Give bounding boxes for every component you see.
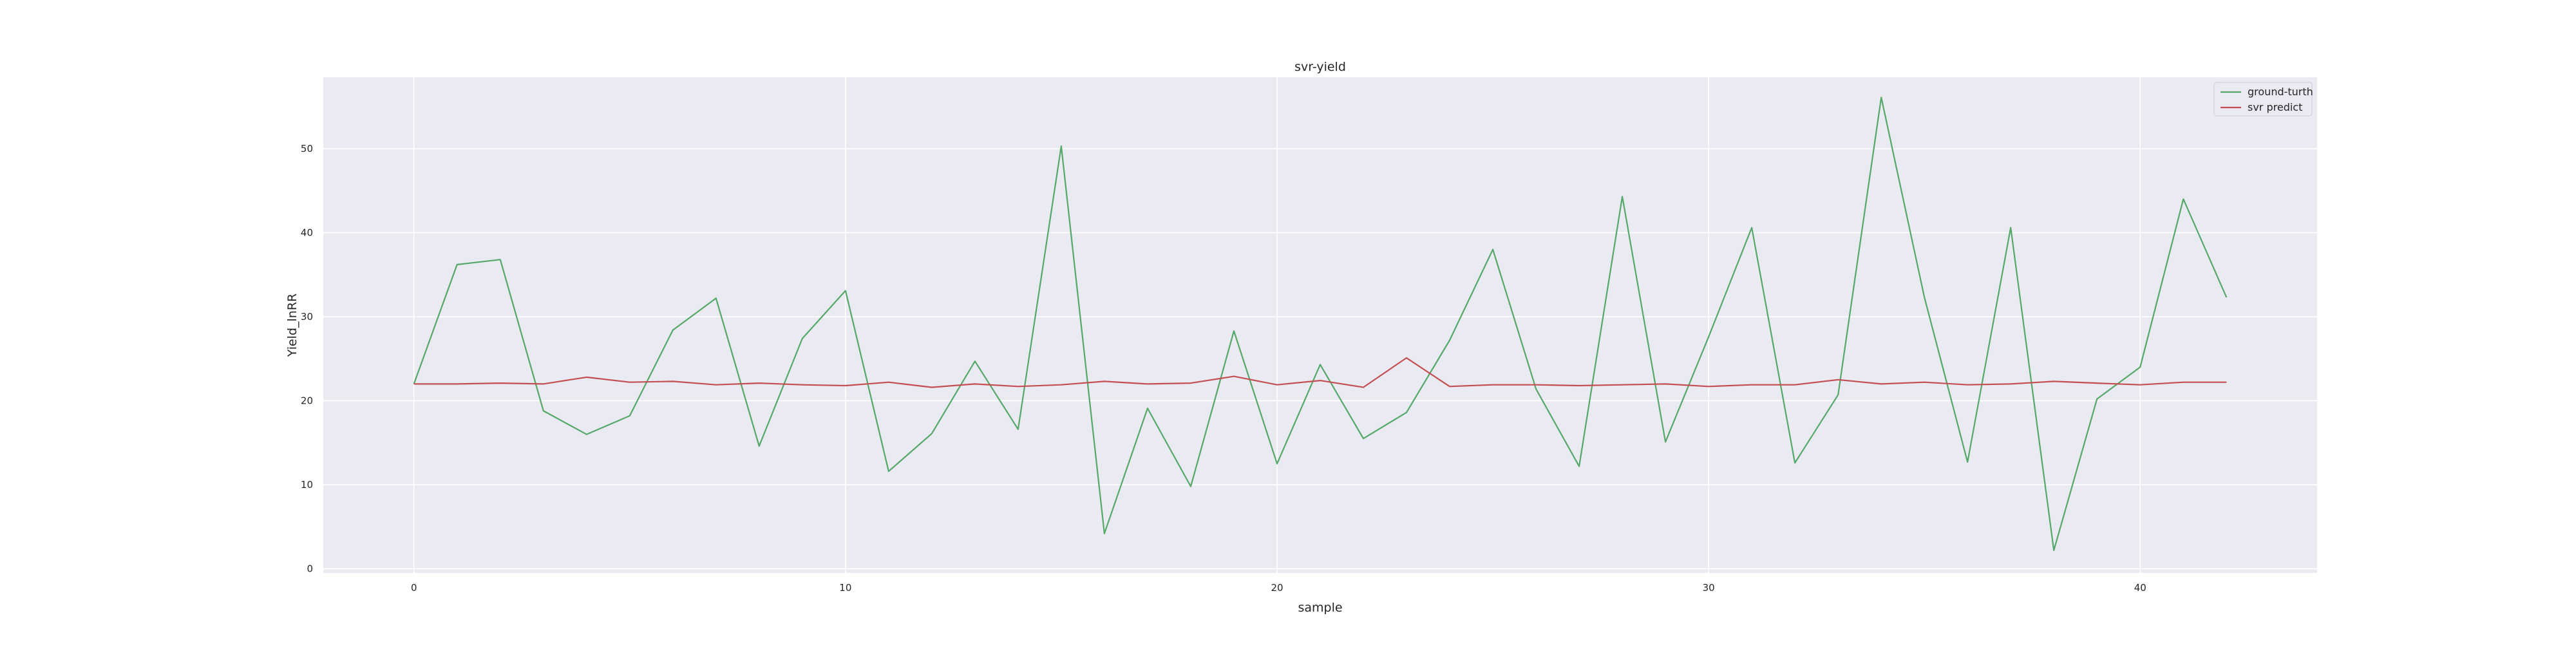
x-tick-label: 20 — [1271, 582, 1283, 594]
x-tick-label: 10 — [839, 582, 851, 594]
chart-title: svr-yield — [1294, 60, 1346, 74]
legend: ground-turth svr predict — [2213, 82, 2313, 117]
gridlines — [323, 77, 2317, 573]
tick-labels: 0 10 20 30 40 0 10 20 30 40 50 — [301, 143, 2146, 594]
x-tick-label: 40 — [2134, 582, 2146, 594]
y-tick-label: 20 — [301, 395, 313, 406]
y-tick-label: 0 — [307, 563, 313, 574]
y-axis-title: Yield_lnRR — [285, 294, 299, 357]
y-tick-label: 40 — [301, 227, 313, 238]
x-tick-label: 30 — [1703, 582, 1715, 594]
x-tick-label: 0 — [411, 582, 417, 594]
legend-label: svr predict — [2248, 101, 2302, 113]
series-line-svr-predict — [413, 357, 2227, 388]
series-line-ground-truth — [413, 97, 2228, 551]
legend-label: ground-turth — [2248, 86, 2313, 98]
x-axis-title: sample — [1298, 601, 1342, 615]
y-tick-label: 30 — [301, 311, 313, 323]
plot-area — [323, 77, 2317, 573]
series-lines — [413, 97, 2228, 551]
y-tick-label: 50 — [301, 143, 313, 155]
y-tick-label: 10 — [301, 479, 313, 491]
